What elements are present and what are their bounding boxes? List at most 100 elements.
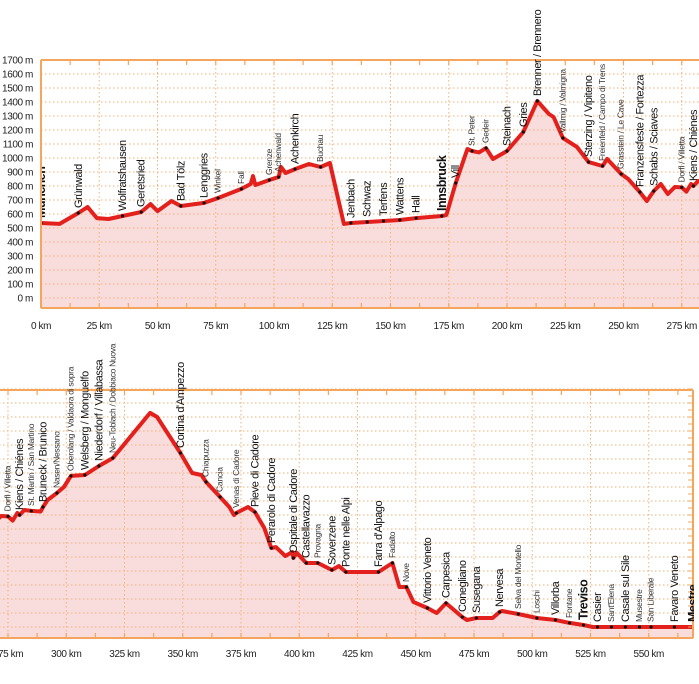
town-marker [586,160,591,164]
town-label: Wolfratshausen [117,140,129,211]
town-marker [349,221,353,225]
profile-area [0,412,694,638]
town-marker [111,456,115,460]
town-label: Cancia [215,467,225,492]
town-label: Castellavazzo [301,494,313,558]
town-label: Grünwald [73,164,85,208]
town-marker [202,201,206,205]
town-marker [344,570,348,574]
town-label: Franzensfeste / Fortezza [634,74,646,187]
town-label: Kiens / Chiénes [14,438,26,510]
town-label: Nove [401,563,411,582]
town-label: Dorfl / Villetta [3,465,13,511]
town-label: Nervesa [494,568,506,607]
town-marker [623,625,628,629]
town-marker [216,196,220,200]
x-tick-label: 275 km [667,321,697,332]
x-tick-label: 400 km [284,649,314,660]
x-tick-label: 175 km [434,321,464,332]
town-marker [652,189,656,193]
x-tick-label: 125 km [317,321,347,332]
town-label: Nasen/Nessano [51,431,61,488]
town-label: Soverzene [326,516,338,565]
town-marker [454,181,458,185]
town-label: Winkel [213,169,223,193]
town-label: Farra d'Alpago [373,500,385,566]
town-marker [179,204,183,208]
y-tick-label: 1200 m [2,126,33,137]
town-label: Favaro Veneto [669,555,681,622]
town-marker [600,164,605,168]
town-marker [460,615,464,619]
x-tick-label: 100 km [259,321,289,332]
town-label: Carpesica [441,551,453,598]
town-marker [253,510,257,514]
town-marker [376,570,381,574]
x-tick-label: 25 km [87,321,112,332]
town-label: Achenkirch [289,113,301,164]
town-label: Terfens [378,182,390,216]
town-marker [672,625,676,629]
town-marker [638,190,642,194]
town-marker [234,511,238,515]
town-label: Villorba [550,580,562,615]
x-tick-label: 425 km [342,649,372,660]
y-tick-label: 1300 m [2,112,33,123]
town-label: Perarolo di Cadore [266,458,278,543]
town-label: Gries [518,102,530,127]
town-marker [535,616,539,620]
town-marker [561,136,565,140]
town-label: Innsbruck [435,155,449,211]
x-tick-label: 250 km [608,321,638,332]
town-marker [619,172,623,176]
town-label: Niederdorf / Villabassa [93,358,105,461]
town-label: Musestre [634,589,644,622]
town-marker [218,495,222,499]
town-label: Conegliano [457,560,469,612]
town-label: Selva del Montello [513,544,523,609]
town-marker [649,625,653,629]
town-label: Casale sul Sile [620,555,632,622]
x-tick-label: 225 km [550,321,580,332]
x-tick-label: 0 km [31,321,51,332]
town-label: Bad Tölz [175,161,187,201]
town-label: Fall [236,171,246,184]
town-label: Chiapuzza [201,439,211,477]
town-marker [414,216,418,220]
town-marker [304,561,308,565]
town-label: Jenbach [345,179,357,218]
x-tick-label: 500 km [517,649,547,660]
x-tick-label: 150 km [375,321,405,332]
town-label: Buchau [315,134,325,162]
town-marker [55,491,59,495]
town-label: Achenwald [273,133,283,172]
town-marker [269,546,273,550]
town-label: Fontane [564,588,574,618]
town-marker [83,473,87,477]
town-label: Dorfl / Villetta [676,136,686,182]
town-marker [404,585,409,589]
town-marker [267,178,271,182]
town-marker [470,149,474,153]
town-marker [581,623,586,627]
town-label: Schabs / Sciaves [648,107,660,186]
town-label: San Liberale [646,577,656,622]
x-tick-label: 450 km [401,649,431,660]
x-tick-label: 50 km [145,321,170,332]
town-marker [567,621,572,625]
town-label: Gedeir [481,119,491,143]
town-label: Mestre [686,584,699,622]
town-label: Provagna [312,523,322,558]
y-tick-label: 1000 m [2,154,33,165]
town-label: Kiens / Chiénes [688,109,699,181]
x-tick-label: 475 km [459,649,489,660]
town-marker [319,165,323,169]
profile-panel-top: München Grünwald Wolfratshausen Geretsried B… [2,9,699,332]
town-marker [535,99,539,103]
town-marker [293,167,297,171]
town-marker [474,616,478,620]
town-label: Brenner / Brennero [532,9,544,96]
town-marker [277,175,281,179]
town-marker [291,556,296,560]
y-tick-label: 0 m [18,294,34,305]
